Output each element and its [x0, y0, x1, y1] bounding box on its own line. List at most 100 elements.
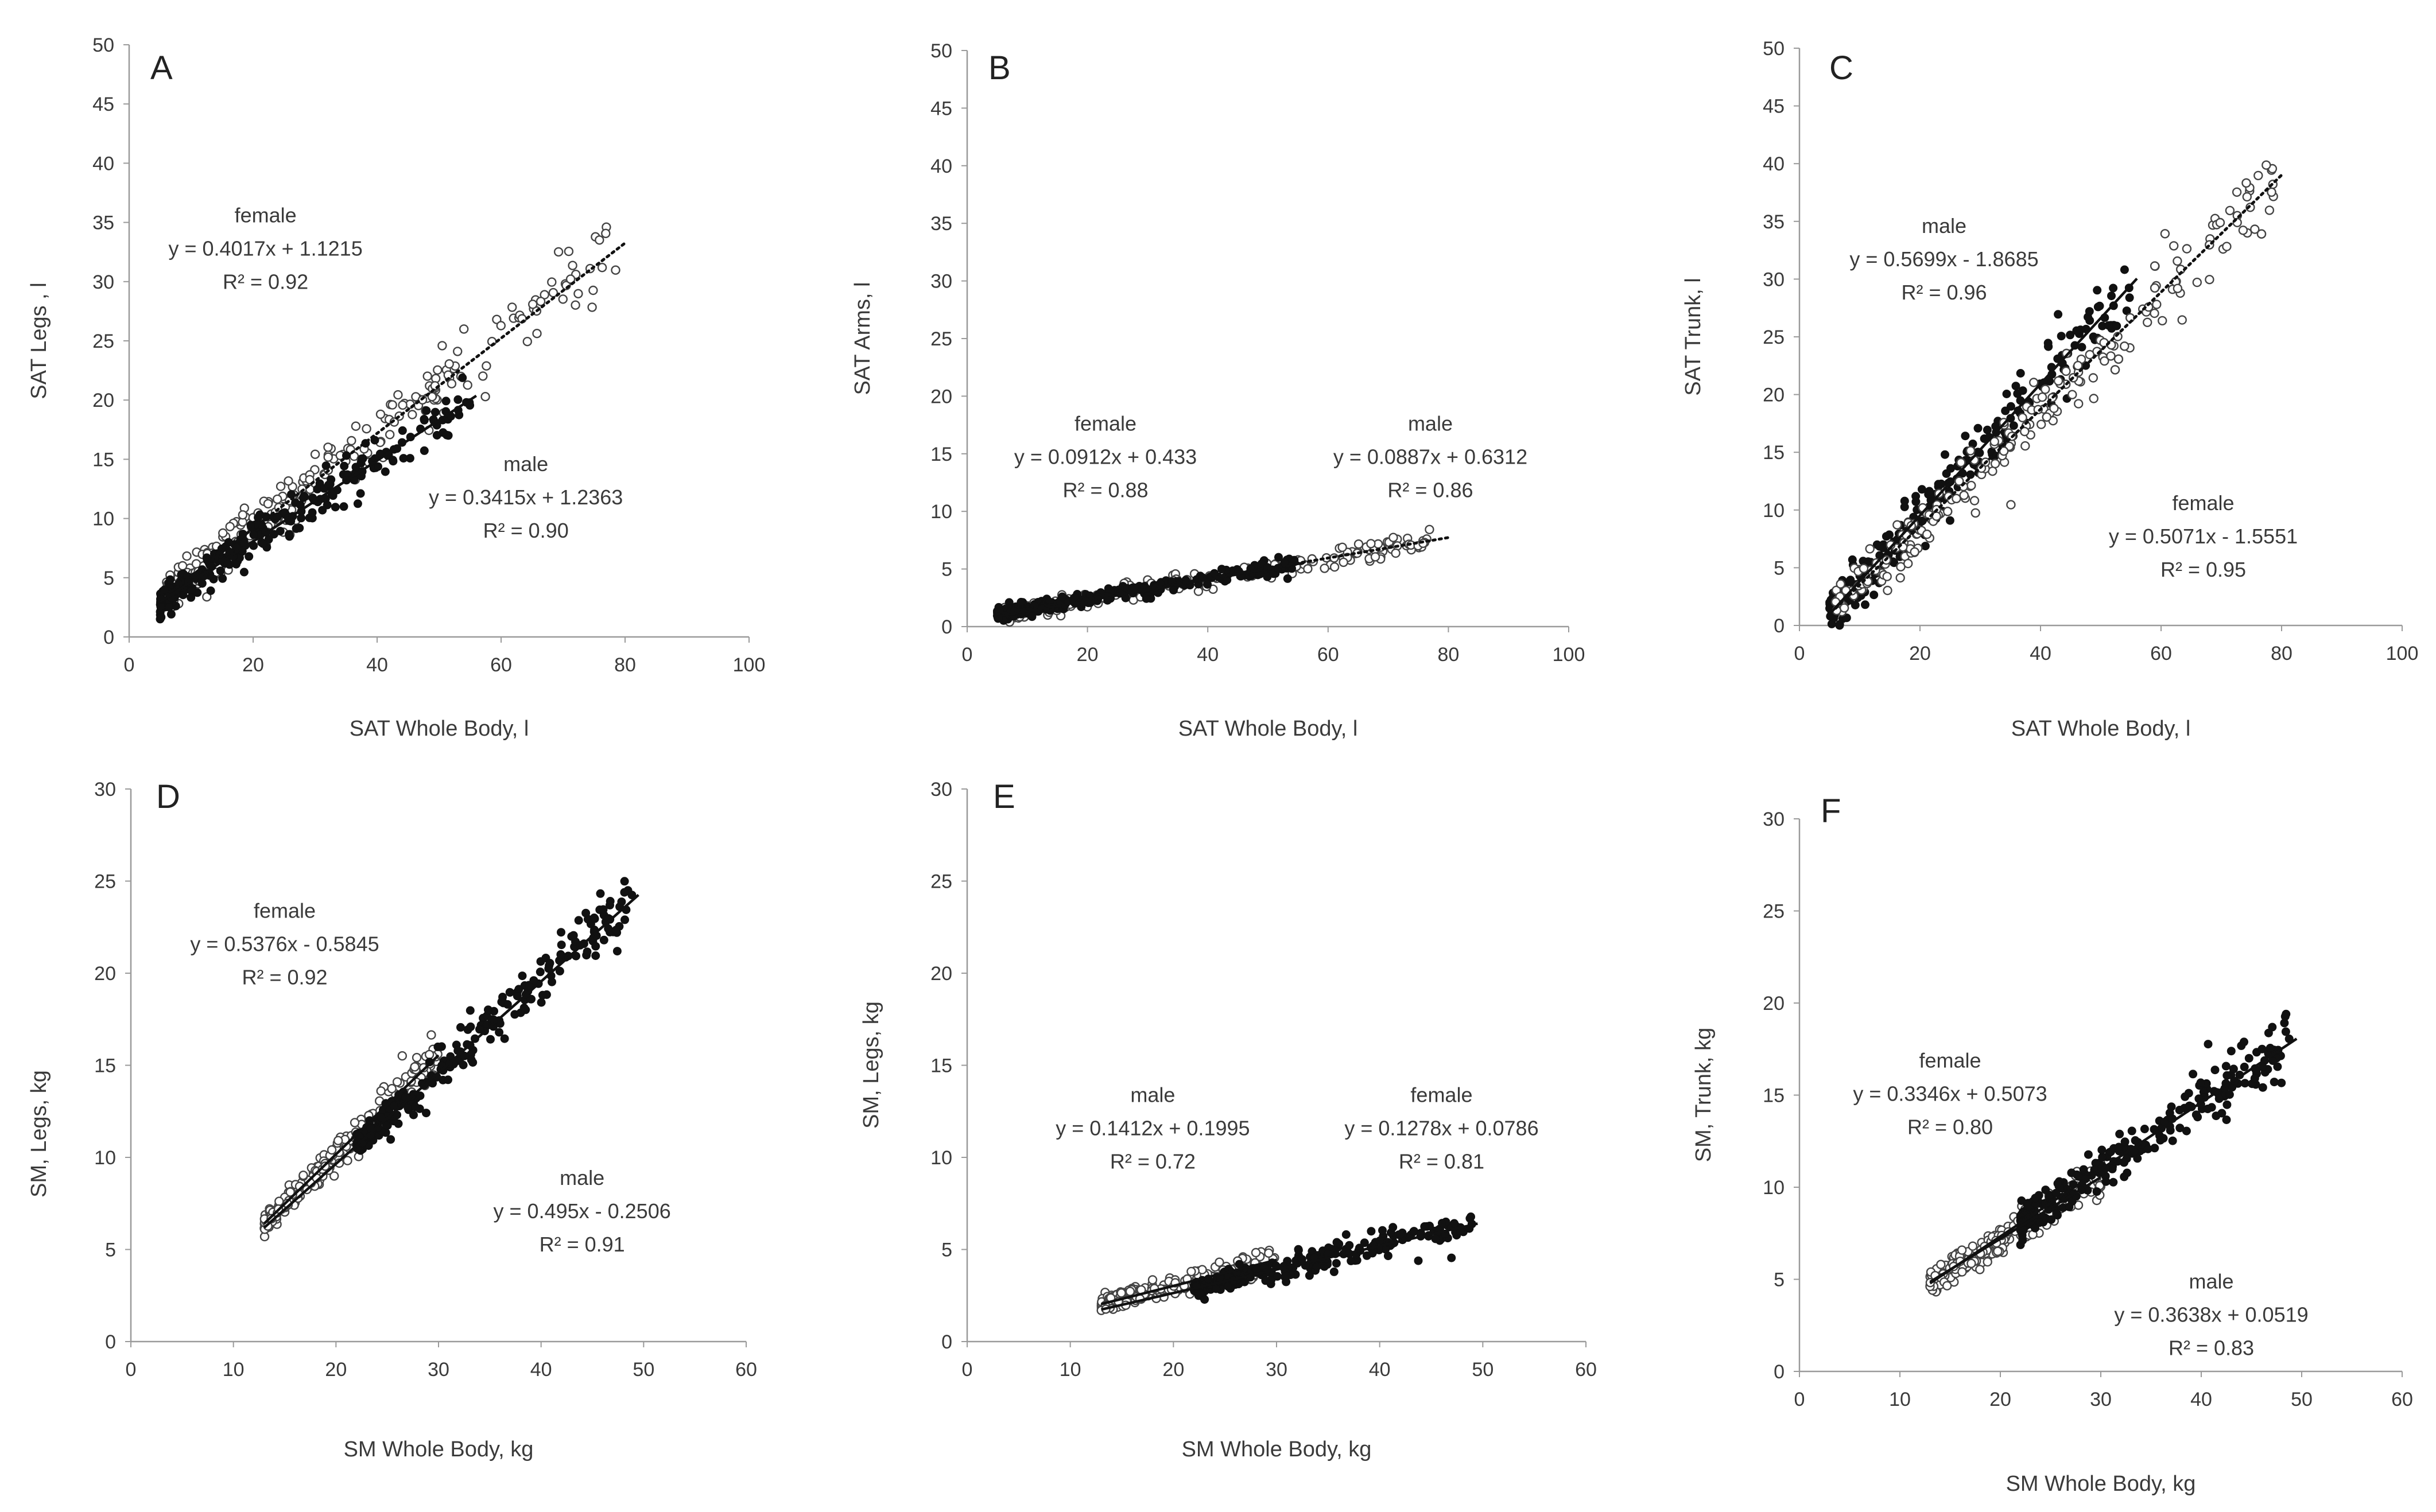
- data-point: [2115, 1129, 2124, 1138]
- x-tick-label: 100: [2386, 643, 2419, 664]
- panel-c: 0 5 10 15 20 25 30 35 40 45 50 0 20 40 60 80 100 SAT Whol…: [1681, 38, 2418, 741]
- data-point: [459, 324, 469, 334]
- annotation-r-squared: R² = 0.86: [1387, 479, 1473, 502]
- data-point: [160, 585, 169, 594]
- annotation-group-label: male: [560, 1166, 604, 1190]
- data-point: [1396, 1230, 1405, 1239]
- data-point: [2110, 365, 2120, 375]
- data-point: [325, 480, 335, 489]
- x-tick-label: 0: [962, 644, 973, 666]
- x-tick-label: 100: [733, 654, 766, 676]
- x-tick-label: 40: [2190, 1389, 2212, 1410]
- annotation-r-squared: R² = 0.72: [1110, 1150, 1196, 1173]
- data-point: [2053, 1209, 2062, 1218]
- data-point: [2240, 1079, 2249, 1088]
- data-point: [484, 1005, 492, 1015]
- data-point: [557, 928, 565, 937]
- annotation-r-squared: R² = 0.90: [483, 519, 569, 542]
- data-point: [2006, 500, 2016, 510]
- annotation-equation: y = 0.3415x + 1.2363: [429, 485, 623, 509]
- data-point: [422, 406, 431, 415]
- y-tick-label: 40: [930, 156, 952, 177]
- data-point: [599, 905, 608, 914]
- trendline-male: [159, 394, 478, 604]
- data-point: [538, 990, 547, 1000]
- trendline-female: [1101, 1222, 1478, 1311]
- data-point: [2256, 229, 2267, 239]
- series-female: [1189, 1212, 1476, 1304]
- x-tick-label: 80: [1437, 644, 1459, 666]
- data-point: [2191, 1110, 2201, 1120]
- x-tick-label: 10: [223, 1359, 245, 1381]
- annotation-group-label: female: [1410, 1083, 1472, 1107]
- data-point: [1193, 586, 1204, 596]
- data-point: [1027, 612, 1037, 621]
- data-point: [2106, 351, 2116, 361]
- regression-annotation-male: male y = 0.3638x + 0.0519 R² = 0.83: [2114, 1270, 2308, 1360]
- data-point: [308, 508, 317, 517]
- data-point: [441, 397, 451, 406]
- y-tick-label: 15: [94, 1055, 116, 1077]
- data-point: [1147, 1275, 1158, 1285]
- data-point: [1842, 613, 1851, 623]
- data-point: [2104, 321, 2113, 330]
- data-point: [2037, 392, 2047, 402]
- data-point: [1983, 425, 1992, 434]
- data-point: [218, 528, 228, 538]
- data-point: [273, 512, 282, 521]
- data-point: [2109, 1177, 2118, 1187]
- series-male: [2016, 1009, 2294, 1249]
- data-point: [2061, 366, 2071, 376]
- y-tick-label: 50: [92, 34, 114, 56]
- y-tick-label: 30: [92, 271, 114, 293]
- trendline-female: [1834, 173, 2283, 610]
- y-tick-label: 10: [94, 1147, 116, 1169]
- regression-annotation-male: male y = 0.5699x - 1.8685 R² = 0.96: [1849, 214, 2038, 304]
- data-point: [1186, 1266, 1196, 1277]
- trendline-male: [995, 536, 1450, 616]
- x-tick-label: 60: [2150, 643, 2172, 664]
- data-point: [1895, 573, 1905, 583]
- data-point: [564, 246, 574, 256]
- annotation-equation: y = 0.1412x + 0.1995: [1056, 1117, 1250, 1140]
- annotation-equation: y = 0.495x - 0.2506: [494, 1199, 671, 1223]
- data-point: [2143, 1144, 2152, 1153]
- data-point: [333, 1136, 343, 1145]
- data-point: [343, 1156, 352, 1165]
- data-point: [1917, 485, 1926, 494]
- y-tick-label: 25: [930, 871, 952, 893]
- data-point: [327, 1145, 337, 1155]
- data-point: [2002, 390, 2011, 398]
- data-point: [321, 461, 331, 471]
- data-point: [2242, 192, 2252, 202]
- y-axis-label: SM, Trunk, kg: [1692, 1028, 1716, 1162]
- data-point: [398, 400, 408, 410]
- data-point: [2253, 170, 2263, 181]
- y-tick-label: 50: [1763, 38, 1785, 60]
- data-point: [591, 951, 600, 960]
- x-tick-label: 80: [2271, 643, 2293, 664]
- x-tick-label: 60: [1317, 644, 1339, 666]
- data-point: [2205, 275, 2214, 285]
- x-tick-label: 40: [1369, 1359, 1391, 1381]
- data-point: [399, 454, 408, 463]
- data-point: [216, 566, 225, 576]
- data-point: [1017, 597, 1026, 607]
- y-tick-label: 40: [92, 153, 114, 174]
- data-point: [1885, 530, 1894, 539]
- data-point: [1329, 562, 1340, 572]
- y-tick-label: 35: [1763, 211, 1785, 233]
- data-point: [620, 877, 629, 886]
- annotation-group-label: female: [1075, 412, 1136, 436]
- panel-label: D: [156, 778, 180, 815]
- data-point: [2165, 1109, 2174, 1117]
- data-point: [1942, 507, 1953, 516]
- x-axis-label: SM Whole Body, kg: [1182, 1437, 1372, 1462]
- data-point: [206, 586, 215, 595]
- annotation-equation: y = 0.0887x + 0.6312: [1333, 445, 1527, 469]
- data-point: [245, 552, 254, 561]
- data-point: [2240, 1062, 2249, 1071]
- trendline-male: [1828, 277, 2138, 615]
- data-point: [1910, 547, 1919, 557]
- data-point: [536, 967, 545, 977]
